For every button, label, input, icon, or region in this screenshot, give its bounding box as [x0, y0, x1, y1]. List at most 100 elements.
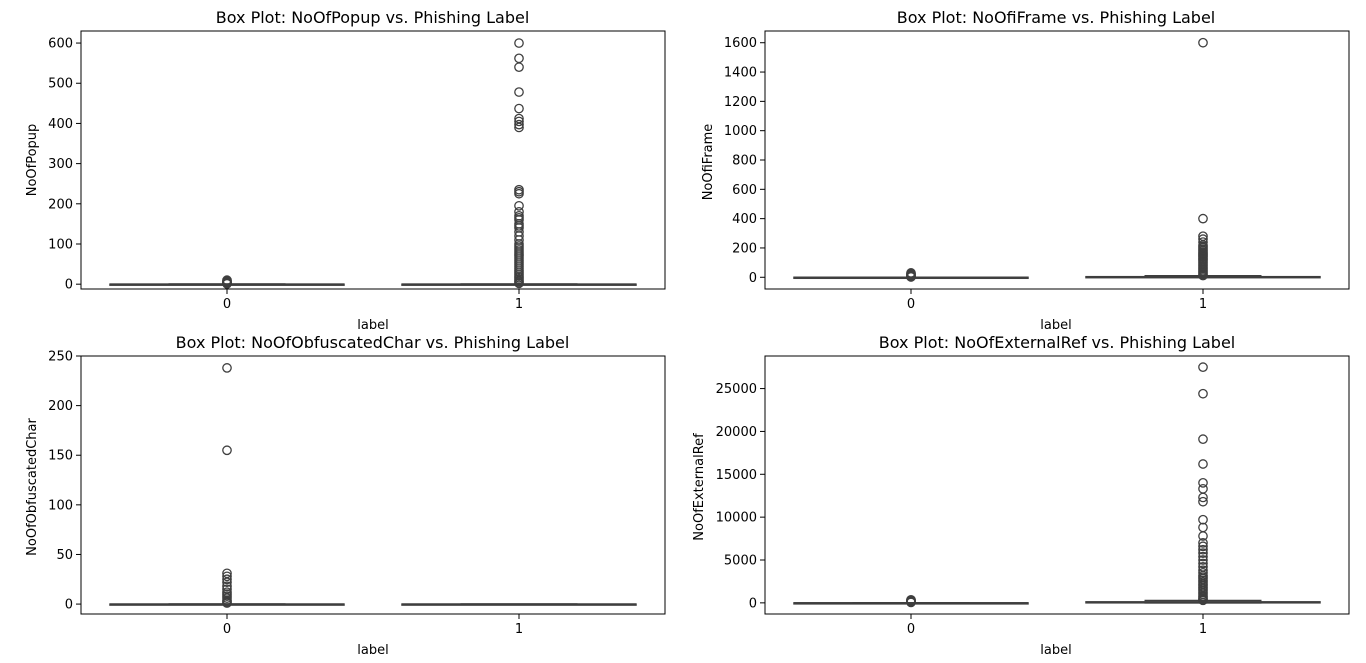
outlier-point — [514, 103, 524, 114]
x-axis-label: label — [1040, 643, 1071, 658]
plot-content: 0 5000 10000 15000 20000 25000 0 1 — [716, 362, 1321, 637]
outlier-point — [1198, 231, 1208, 242]
y-axis-label: NoOfiFrame — [701, 124, 716, 201]
y-tick-label: 800 — [732, 154, 757, 169]
outlier-point — [222, 571, 232, 582]
outlier-point — [1198, 551, 1208, 562]
outlier-point — [222, 568, 232, 579]
x-tick-label: 0 — [907, 622, 915, 637]
x-tick-label: 1 — [1199, 297, 1207, 312]
y-tick-label: 25000 — [716, 382, 757, 397]
outlier-point — [1198, 234, 1208, 245]
outlier-point — [514, 53, 524, 64]
subplot-nofexternalref: Box Plot: NoOfExternalRef vs. Phishing L… — [692, 333, 1350, 658]
subplot-title: Box Plot: NoOfObfuscatedChar vs. Phishin… — [176, 333, 570, 352]
outlier-point — [222, 584, 232, 595]
subplot-title: Box Plot: NoOfPopup vs. Phishing Label — [216, 8, 530, 27]
outlier-point — [906, 268, 916, 278]
subplot-nofpopup: Box Plot: NoOfPopup vs. Phishing Label 0… — [25, 8, 666, 333]
plot-area-frame — [764, 30, 1350, 290]
y-tick-label: 10000 — [716, 511, 757, 526]
outlier-point — [222, 445, 232, 456]
outlier-point — [1198, 544, 1208, 555]
x-tick-label: 0 — [223, 297, 231, 312]
y-tick-label: 0 — [749, 271, 757, 286]
outlier-point — [1198, 541, 1208, 552]
outlier-point — [514, 211, 524, 221]
y-axis-label: NoOfExternalRef — [692, 433, 707, 541]
y-tick-label: 0 — [749, 596, 757, 611]
outlier-point — [1198, 562, 1208, 572]
plot-content: 0 100 200 300 400 500 600 0 1 — [48, 37, 637, 312]
y-tick-label: 400 — [48, 117, 73, 132]
y-tick-label: 300 — [48, 157, 73, 172]
x-tick-label: 1 — [1199, 622, 1207, 637]
outlier-point — [514, 206, 524, 217]
plot-area-frame — [80, 30, 666, 290]
y-tick-label: 400 — [732, 212, 757, 227]
y-tick-label: 100 — [48, 498, 73, 513]
y-tick-label: 600 — [48, 37, 73, 52]
plot-area-frame — [764, 355, 1350, 615]
outlier-point — [222, 363, 232, 373]
outlier-point — [1198, 548, 1208, 558]
y-axis-label: NoOfObfuscatedChar — [25, 418, 40, 556]
y-tick-label: 0 — [65, 278, 73, 293]
outlier-point — [1198, 565, 1208, 576]
y-tick-label: 100 — [48, 237, 73, 252]
plot-content: 0 50 100 150 200 250 0 1 — [48, 350, 637, 637]
outlier-point — [1198, 213, 1208, 224]
x-axis-label: label — [357, 643, 388, 658]
y-tick-label: 1200 — [724, 95, 757, 110]
y-tick-label: 1400 — [724, 66, 757, 81]
y-tick-label: 0 — [65, 598, 73, 613]
outlier-point — [222, 275, 232, 286]
outlier-point — [1198, 522, 1208, 533]
outlier-point — [1198, 484, 1208, 494]
outlier-point — [222, 574, 232, 585]
outlier-point — [514, 113, 524, 124]
outlier-point — [514, 200, 524, 211]
x-axis-label: label — [357, 318, 388, 333]
outlier-point — [1198, 558, 1208, 569]
outlier-point — [514, 62, 524, 73]
outlier-point — [514, 184, 524, 195]
subplot-nofobfuscatedchar: Box Plot: NoOfObfuscatedChar vs. Phishin… — [25, 333, 666, 658]
outlier-point — [514, 38, 524, 48]
outlier-point — [1198, 514, 1208, 525]
subplot-title: Box Plot: NoOfiFrame vs. Phishing Label — [897, 8, 1216, 27]
y-tick-label: 200 — [48, 197, 73, 212]
y-tick-label: 200 — [732, 241, 757, 256]
x-axis-label: label — [1040, 318, 1071, 333]
x-tick-label: 0 — [223, 622, 231, 637]
outlier-point — [1198, 538, 1208, 548]
y-tick-label: 600 — [732, 183, 757, 198]
y-axis-label: NoOfPopup — [25, 124, 40, 197]
y-tick-label: 1000 — [724, 124, 757, 139]
outlier-point — [222, 581, 232, 592]
outlier-point — [1198, 362, 1208, 372]
y-tick-label: 200 — [48, 399, 73, 414]
y-tick-label: 150 — [48, 449, 73, 464]
outlier-point — [1198, 237, 1208, 247]
outlier-point — [906, 595, 916, 605]
subplot-nofiframe: Box Plot: NoOfiFrame vs. Phishing Label … — [701, 8, 1350, 333]
outlier-point — [1198, 568, 1208, 578]
y-tick-label: 250 — [48, 350, 73, 365]
outlier-point — [514, 87, 524, 97]
outlier-point — [222, 587, 232, 598]
plot-content: 0 200 400 600 800 1000 1200 1400 1600 0 1 — [724, 36, 1321, 312]
outlier-point — [1198, 459, 1208, 469]
subplot-title: Box Plot: NoOfExternalRef vs. Phishing L… — [879, 333, 1235, 352]
x-tick-label: 1 — [515, 622, 523, 637]
outlier-point — [1198, 478, 1208, 488]
outlier-point — [1198, 434, 1208, 444]
outlier-point — [514, 119, 524, 130]
y-tick-label: 15000 — [716, 468, 757, 483]
y-tick-label: 1600 — [724, 36, 757, 51]
x-tick-label: 0 — [907, 297, 915, 312]
outlier-point — [514, 116, 524, 127]
outlier-point — [1198, 555, 1208, 565]
outlier-point — [1198, 388, 1208, 399]
